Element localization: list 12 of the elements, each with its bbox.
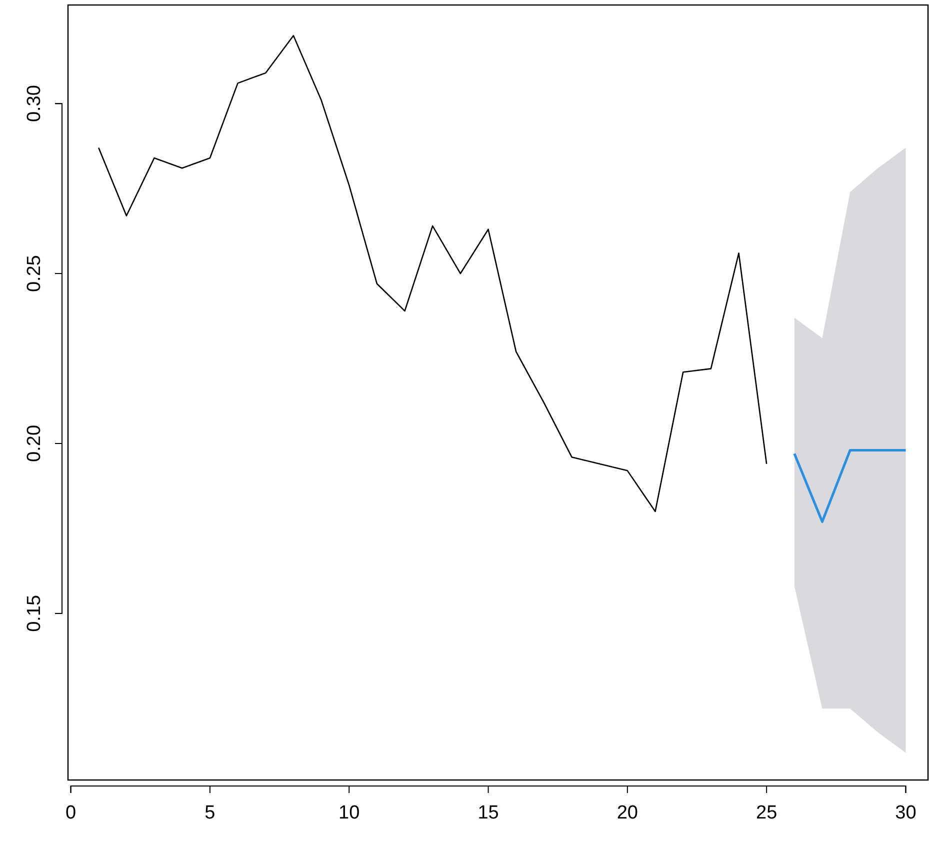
x-tick-label: 25 (756, 802, 778, 824)
x-tick-label: 5 (204, 802, 216, 824)
x-tick-label: 20 (616, 802, 638, 824)
y-tick-label: 0.20 (24, 424, 45, 462)
y-tick-label: 0.15 (24, 594, 45, 632)
line-series (98, 34, 768, 512)
x-tick-label: 15 (478, 802, 499, 824)
x-tick-label: 10 (338, 802, 360, 824)
x-tick-label: 30 (895, 802, 916, 824)
y-tick-label: 0.30 (24, 85, 45, 122)
y-tick-label: 0.25 (24, 255, 45, 292)
x-tick-label: 0 (65, 802, 76, 824)
